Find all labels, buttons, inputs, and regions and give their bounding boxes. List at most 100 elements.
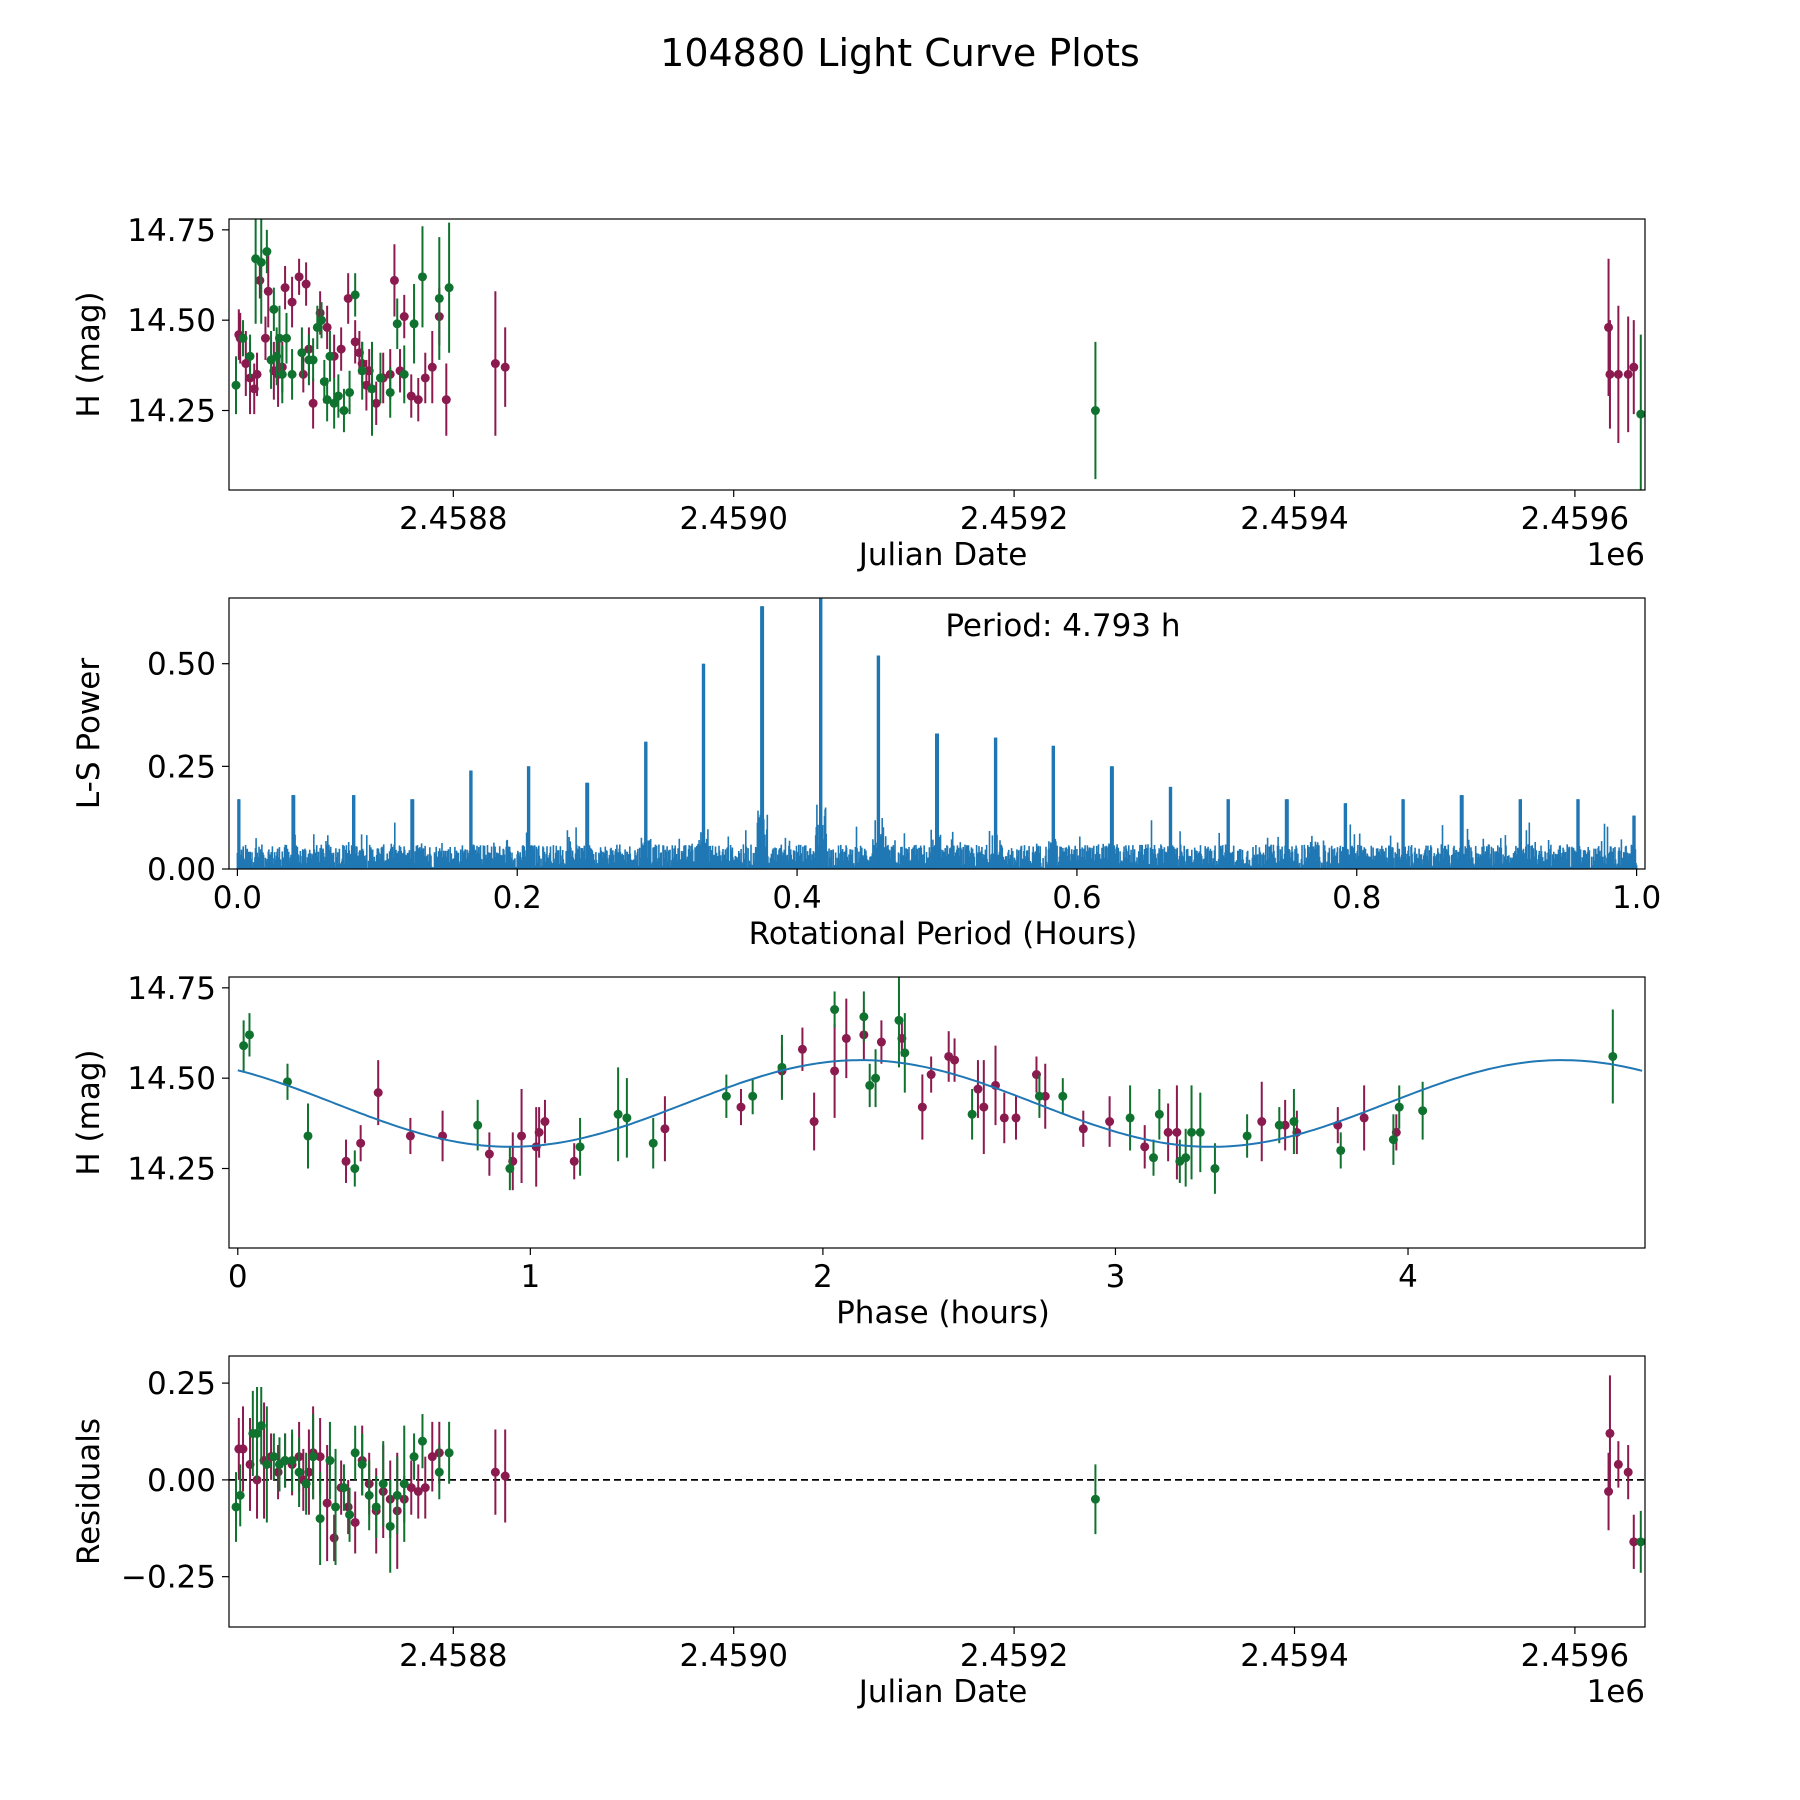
data-point xyxy=(325,351,335,361)
data-point xyxy=(280,1456,290,1466)
data-point xyxy=(417,272,427,282)
data-point xyxy=(1090,1494,1100,1504)
y-tick-label: 14.75 xyxy=(127,971,216,1007)
data-point xyxy=(336,344,346,354)
data-point xyxy=(894,1015,904,1025)
data-point xyxy=(409,319,419,329)
data-point xyxy=(378,1479,388,1489)
data-point xyxy=(350,337,360,347)
data-point xyxy=(1605,369,1615,379)
residuals-plot-area xyxy=(229,1375,1645,1573)
data-point xyxy=(238,1444,248,1454)
periodogram-axes-frame xyxy=(228,597,1646,870)
x-axis-label: Phase (hours) xyxy=(836,1295,1050,1331)
data-point xyxy=(280,283,290,293)
x-tick-label: 0.2 xyxy=(493,880,542,916)
figure-title: 104880 Light Curve Plots xyxy=(660,31,1140,75)
x-axis-label: Julian Date xyxy=(857,1674,1028,1710)
data-point xyxy=(1613,369,1623,379)
y-tick-label: 0.25 xyxy=(147,1366,216,1402)
data-point xyxy=(350,1164,360,1174)
y-tick-label: 14.50 xyxy=(127,1061,216,1097)
data-point xyxy=(256,1421,266,1431)
data-point xyxy=(490,1467,500,1477)
x-tick-label: 0.4 xyxy=(772,880,821,916)
x-tick-label: 2.4592 xyxy=(960,501,1068,537)
data-point xyxy=(865,1080,875,1090)
data-point xyxy=(999,1113,1009,1123)
data-point xyxy=(1613,1459,1623,1469)
data-point xyxy=(967,1109,977,1119)
data-point xyxy=(434,1467,444,1477)
x-tick-label: 2 xyxy=(813,1259,833,1295)
data-point xyxy=(1289,1117,1299,1127)
residuals-axes-frame xyxy=(228,1355,1646,1628)
data-point xyxy=(312,322,322,332)
data-point xyxy=(1140,1142,1150,1152)
data-point xyxy=(797,1044,807,1054)
data-point xyxy=(350,1448,360,1458)
x-tick-label: 2.4590 xyxy=(679,501,787,537)
y-axis-label: H (mag) xyxy=(71,1049,107,1175)
x-tick-label: 2.4588 xyxy=(399,501,507,537)
data-point xyxy=(1629,362,1639,372)
data-point xyxy=(350,1517,360,1527)
x-tick-label: 0.8 xyxy=(1332,880,1381,916)
data-point xyxy=(427,362,437,372)
y-tick-label: −0.25 xyxy=(121,1560,216,1596)
data-point xyxy=(262,1459,272,1469)
data-point xyxy=(315,1452,325,1462)
data-point xyxy=(1011,1113,1021,1123)
data-point xyxy=(721,1091,731,1101)
data-point xyxy=(294,272,304,282)
data-point xyxy=(252,369,262,379)
data-point xyxy=(1636,409,1645,419)
data-point xyxy=(329,1533,339,1543)
x-tick-label: 2.4596 xyxy=(1521,1638,1629,1674)
data-point xyxy=(260,333,270,343)
x-axis-label: Julian Date xyxy=(857,537,1028,573)
data-point xyxy=(534,1127,544,1137)
data-point xyxy=(339,1483,349,1493)
data-point xyxy=(392,1490,402,1500)
data-point xyxy=(399,312,409,322)
green-series xyxy=(231,1386,1645,1573)
data-point xyxy=(308,355,318,365)
data-point xyxy=(1604,1487,1614,1496)
x-tick-label: 2.4596 xyxy=(1521,501,1629,537)
y-axis-label: Residuals xyxy=(71,1418,107,1565)
data-point xyxy=(273,1467,283,1477)
data-point xyxy=(1172,1127,1182,1137)
data-point xyxy=(399,1479,409,1489)
x-tick-label: 0 xyxy=(228,1259,248,1295)
phased-panel: 0 1 2 3 4 14.25 14.50 14.75 Phase (hours) H (mag) xyxy=(71,971,1646,1331)
data-point xyxy=(444,283,454,293)
data-point xyxy=(371,1502,381,1512)
data-point xyxy=(569,1156,579,1166)
x-tick-label: 1.0 xyxy=(1612,880,1661,916)
data-point xyxy=(441,395,451,405)
data-point xyxy=(231,380,241,390)
data-point xyxy=(859,1012,869,1022)
data-point xyxy=(345,387,355,397)
period-annotation: Period: 4.793 h xyxy=(945,608,1180,644)
data-point xyxy=(484,1149,494,1159)
data-point xyxy=(1623,1467,1633,1477)
green-series xyxy=(239,977,1618,1194)
data-point xyxy=(255,275,265,285)
data-point xyxy=(308,398,318,408)
data-point xyxy=(1163,1127,1173,1137)
data-point xyxy=(322,322,332,332)
data-point xyxy=(926,1070,936,1080)
data-point xyxy=(252,1428,262,1438)
data-point xyxy=(1418,1106,1428,1116)
data-point xyxy=(973,1084,983,1094)
y-tick-label: 14.25 xyxy=(127,1152,216,1188)
data-point xyxy=(371,398,381,408)
data-point xyxy=(364,1490,374,1500)
x-tick-label: 0.0 xyxy=(213,880,262,916)
y-tick-label: 14.50 xyxy=(127,303,216,339)
data-point xyxy=(917,1102,927,1112)
lightcurve-panel: 2.4588 2.4590 2.4592 2.4594 2.4596 14.25 14.50… xyxy=(71,213,1646,573)
